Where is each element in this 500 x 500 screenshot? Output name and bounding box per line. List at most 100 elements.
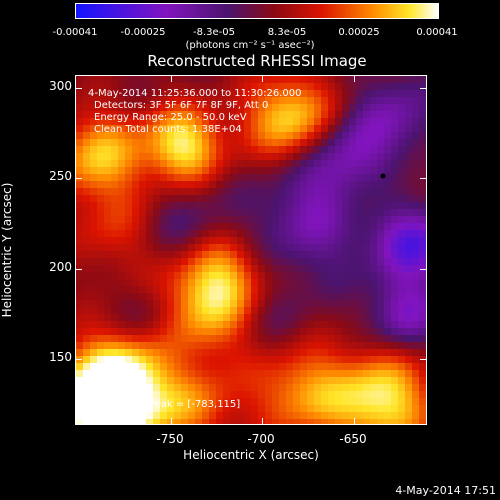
heatmap-cell [398, 202, 406, 210]
heatmap-cell [363, 321, 371, 329]
heatmap-cell [286, 111, 294, 119]
heatmap-cell [405, 328, 413, 336]
heatmap-cell [412, 258, 420, 266]
heatmap-cell [167, 377, 175, 385]
heatmap-cell [293, 76, 301, 84]
heatmap-cell [202, 216, 210, 224]
heatmap-cell [132, 118, 140, 126]
heatmap-cell [167, 153, 175, 161]
heatmap-cell [286, 209, 294, 217]
heatmap-cell [167, 125, 175, 133]
heatmap-cell [202, 321, 210, 329]
heatmap-cell [258, 237, 266, 245]
heatmap-cell [181, 111, 189, 119]
heatmap-cell [342, 293, 350, 301]
heatmap-cell [398, 391, 406, 399]
heatmap-cell [174, 258, 182, 266]
minimum-marker [380, 173, 386, 179]
heatmap-cell [139, 307, 147, 315]
heatmap-cell [237, 356, 245, 364]
heatmap-cell [419, 90, 426, 98]
heatmap-cell [384, 237, 392, 245]
heatmap-cell [293, 195, 301, 203]
heatmap-cell [83, 244, 91, 252]
heatmap-cell [146, 188, 154, 196]
heatmap-cell [111, 209, 119, 217]
heatmap-cell [377, 398, 385, 406]
heatmap-cell [419, 370, 426, 378]
heatmap-cell [230, 398, 238, 406]
heatmap-cell [160, 363, 168, 371]
heatmap-cell [328, 258, 336, 266]
heatmap-cell [174, 300, 182, 308]
heatmap-cell [244, 349, 252, 357]
heatmap-cell [76, 349, 84, 357]
heatmap-cell [97, 356, 105, 364]
heatmap-cell [265, 83, 273, 91]
heatmap-cell [265, 230, 273, 238]
heatmap-cell [398, 223, 406, 231]
heatmap-cell [258, 272, 266, 280]
heatmap-cell [370, 97, 378, 105]
heatmap-cell [167, 342, 175, 350]
heatmap-cell [307, 349, 315, 357]
heatmap-cell [244, 307, 252, 315]
heatmap-cell [363, 174, 371, 182]
heatmap-cell [90, 188, 98, 196]
heatmap-cell [167, 363, 175, 371]
heatmap-cell [272, 174, 280, 182]
heatmap-cell [188, 118, 196, 126]
heatmap-cell [188, 279, 196, 287]
heatmap-cell [391, 174, 399, 182]
heatmap-cell [209, 286, 217, 294]
heatmap-cell [412, 153, 420, 161]
heatmap-cell [202, 118, 210, 126]
heatmap-cell [132, 370, 140, 378]
heatmap-cell [272, 419, 280, 424]
heatmap-cell [111, 405, 119, 413]
heatmap-cell [419, 265, 426, 273]
heatmap-cell [174, 83, 182, 91]
heatmap-cell [139, 342, 147, 350]
heatmap-cell [181, 244, 189, 252]
heatmap-cell [279, 405, 287, 413]
heatmap-cell [300, 167, 308, 175]
heatmap-cell [83, 272, 91, 280]
heatmap-cell [237, 272, 245, 280]
heatmap-cell [125, 209, 133, 217]
heatmap-cell [377, 104, 385, 112]
heatmap-cell [209, 412, 217, 420]
heatmap-cell [223, 223, 231, 231]
heatmap-cell [342, 272, 350, 280]
heatmap-cell [167, 384, 175, 392]
heatmap-cell [251, 104, 259, 112]
heatmap-cell [349, 209, 357, 217]
heatmap-cell [195, 181, 203, 189]
heatmap-cell [272, 146, 280, 154]
heatmap-cell [328, 307, 336, 315]
heatmap-cell [286, 216, 294, 224]
heatmap-cell [258, 279, 266, 287]
heatmap-cell [258, 321, 266, 329]
heatmap-cell [139, 230, 147, 238]
heatmap-cell [209, 363, 217, 371]
heatmap-cell [321, 321, 329, 329]
heatmap-cell [244, 223, 252, 231]
heatmap-cell [391, 293, 399, 301]
heatmap-cell [293, 125, 301, 133]
heatmap-cell [405, 300, 413, 308]
heatmap-cell [237, 76, 245, 84]
heatmap-cell [412, 405, 420, 413]
heatmap-cell [286, 328, 294, 336]
heatmap-cell [335, 391, 343, 399]
heatmap-cell [132, 76, 140, 84]
heatmap-cell [167, 258, 175, 266]
heatmap-cell [118, 335, 126, 343]
heatmap-cell [132, 328, 140, 336]
heatmap-cell [244, 76, 252, 84]
heatmap-cell [223, 104, 231, 112]
heatmap-cell [132, 251, 140, 259]
heatmap-cell [153, 258, 161, 266]
heatmap-cell [384, 258, 392, 266]
heatmap-cell [139, 153, 147, 161]
